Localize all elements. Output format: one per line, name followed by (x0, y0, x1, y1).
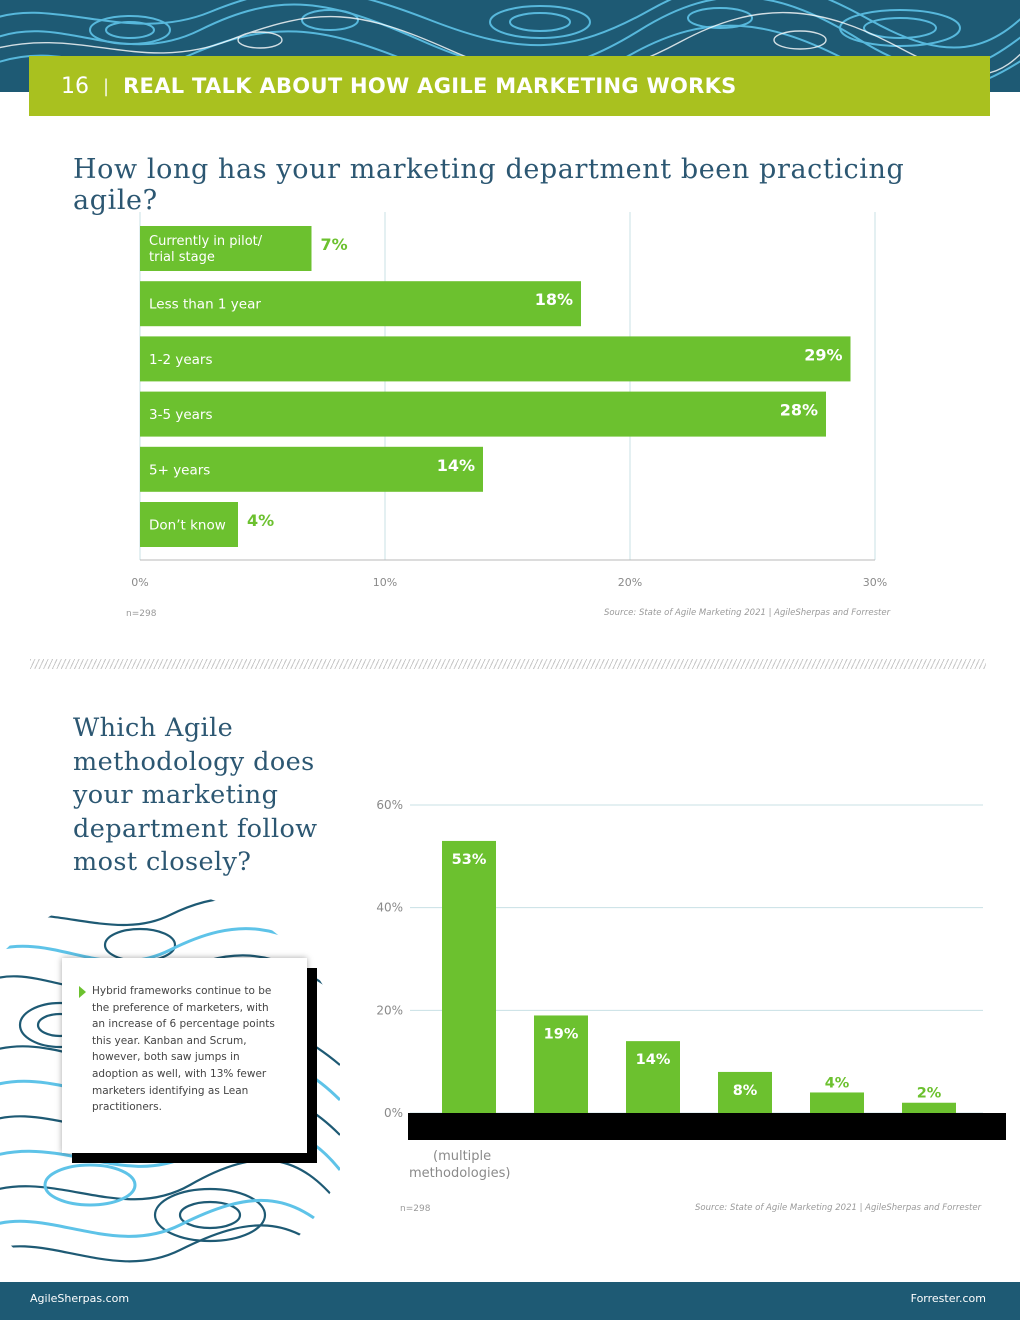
chart-2-bar (902, 1102, 956, 1113)
chart-2-value-label: 2% (917, 1086, 942, 1102)
chart-2-y-tick-label: 60% (376, 798, 403, 812)
header-bar: 16 | REAL TALK ABOUT HOW AGILE MARKETING… (29, 56, 990, 116)
header-separator: | (103, 75, 110, 97)
question-1-title: How long has your marketing department b… (73, 154, 905, 216)
chart-1-sample-size: n=298 (126, 609, 157, 619)
insight-callout-box: Hybrid frameworks continue to be the pre… (62, 958, 307, 1153)
footer-bar: AgileSherpas.com Forrester.com (0, 1282, 1020, 1320)
chart-1-value-label: 14% (437, 456, 475, 475)
chart-2-x-label-fragment: methodologies) (409, 1166, 510, 1181)
chart-1-value-label: 28% (780, 401, 818, 420)
chart-1-source: Source: State of Agile Marketing 2021 | … (604, 608, 891, 618)
page-number: 16 (61, 73, 89, 99)
horizontal-bar-chart: 0% 10% 20% 30% Currently in pilot/trial stag… (131, 212, 887, 589)
chart-2-value-label: 8% (733, 1083, 758, 1099)
chart-1-category-label: Currently in pilot/trial stage (149, 234, 263, 265)
chart-1-bar (140, 226, 312, 271)
chart-2-bar (442, 840, 496, 1113)
chart-2-value-label: 14% (636, 1052, 671, 1068)
chart-2-value-label: 4% (825, 1075, 850, 1091)
chart-2-source: Source: State of Agile Marketing 2021 | … (695, 1203, 982, 1213)
chart-2-bar (810, 1092, 864, 1113)
chart-1-x-tick-label: 20% (618, 576, 642, 589)
chart-1-category-label: 5+ years (149, 462, 210, 478)
chart-1-value-label: 4% (247, 511, 274, 530)
chart-1-bar (140, 391, 826, 437)
footer-agilesherpas-link[interactable]: AgileSherpas.com (30, 1292, 130, 1305)
insight-callout-text: Hybrid frameworks continue to be the pre… (92, 985, 275, 1114)
chart-1-x-tick-label: 10% (373, 576, 397, 589)
chart-1-value-label: 7% (321, 235, 348, 254)
vertical-bar-chart: 0% 20% 40% 60% 53% 19% 14% 8% 4% 2% (multiple metho… (376, 798, 1006, 1181)
chart-2-bar (718, 1071, 772, 1113)
chart-2-sample-size: n=298 (400, 1204, 431, 1214)
chart-1-bar (140, 336, 851, 382)
chart-1-value-label: 18% (535, 290, 573, 309)
chart-2-y-tick-label: 0% (384, 1106, 403, 1120)
chart-2-bar (534, 1015, 588, 1113)
chart-1-category-label: 1-2 years (149, 352, 213, 368)
chart-2-bar (626, 1041, 680, 1113)
chart-1-value-label: 29% (804, 345, 842, 364)
chart-2-value-label: 53% (452, 852, 487, 868)
chart-1-category-label: Don’t know (149, 518, 226, 534)
chart-1-x-tick-label: 0% (131, 576, 148, 589)
chart-2-y-tick-label: 20% (376, 1003, 403, 1017)
chart-1-category-label: Less than 1 year (149, 297, 261, 313)
chart-1-bar (140, 446, 483, 492)
chart-2-x-label-fragment: (multiple (433, 1149, 491, 1164)
section-divider (30, 659, 986, 669)
footer-forrester-link[interactable]: Forrester.com (910, 1292, 986, 1305)
chart-2-value-label: 19% (544, 1026, 579, 1042)
chart-1-bar (140, 502, 238, 547)
chart-1-bar (140, 281, 581, 327)
chart-2-axis-obscured-band (408, 1113, 1006, 1140)
chart-1-category-label: 3-5 years (149, 407, 213, 423)
chart-1-x-tick-label: 30% (863, 576, 887, 589)
question-2-title: Which Agile methodology does your market… (73, 713, 318, 877)
header-title: REAL TALK ABOUT HOW AGILE MARKETING WORK… (123, 74, 737, 98)
play-arrow-icon (79, 986, 86, 998)
chart-2-y-tick-label: 40% (376, 901, 403, 915)
